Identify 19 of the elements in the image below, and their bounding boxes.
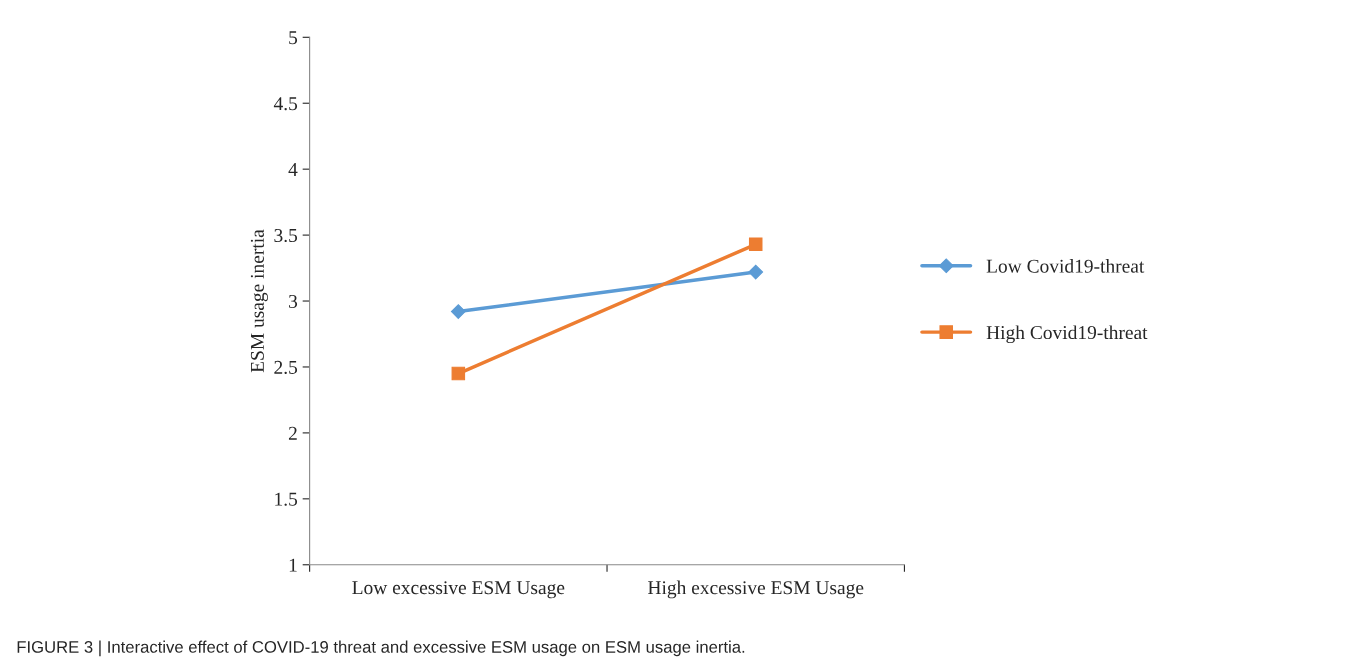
y-tick-label: 4.5 <box>273 97 298 111</box>
y-tick-label: 4 <box>288 163 298 176</box>
y-tick-label: 1.5 <box>275 492 298 506</box>
x-tick-label: High excessive ESM Usage <box>648 580 864 599</box>
point <box>450 304 466 319</box>
caption: FIGURE 3 | Interactive effect of COVID-19 threat and excessive ESM usage on ESM usage inertia. <box>17 640 745 657</box>
y-tick-label: 3.5 <box>274 228 298 243</box>
legend-label: High Covid19-threat <box>986 325 1148 344</box>
y-tick-label: 2.5 <box>274 360 298 374</box>
y-tick-label: 2 <box>288 426 297 440</box>
point <box>748 237 763 252</box>
point <box>451 366 466 381</box>
y-tick-label: 5 <box>289 31 298 45</box>
y-axis-title: ESM usage inertia <box>250 229 268 373</box>
legend-label: Low Covid19-threat <box>986 259 1145 273</box>
point <box>748 264 764 280</box>
x-tick-label: Low excessive ESM Usage <box>352 581 565 599</box>
y-tick-label: 1 <box>289 558 297 572</box>
y-tick-label: 3 <box>289 294 298 308</box>
